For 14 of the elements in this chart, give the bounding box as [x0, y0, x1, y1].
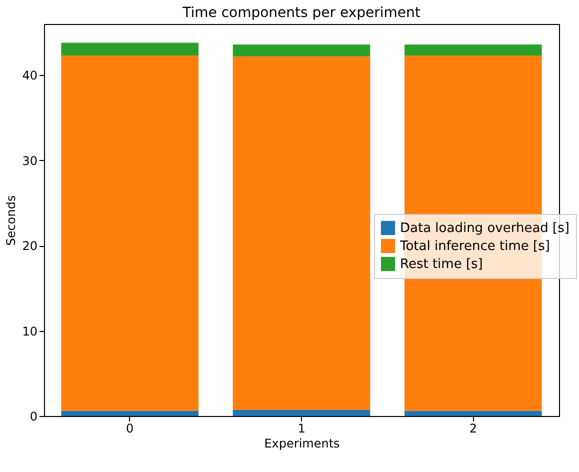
y-tick-label: 30	[22, 154, 38, 168]
y-tick-label: 20	[22, 239, 38, 254]
legend-label: Data loading overhead [s]	[400, 221, 570, 236]
x-tick-label: 0	[126, 422, 134, 436]
y-tick-label: 0	[30, 410, 38, 424]
y-tick-label: 40	[22, 68, 38, 83]
y-tick-label: 10	[22, 324, 38, 338]
chart-title: Time components per experiment	[182, 5, 421, 21]
x-tick-label: 2	[469, 422, 477, 436]
x-tick-label: 1	[298, 422, 306, 436]
legend-label: Total inference time [s]	[399, 239, 550, 254]
y-axis-title: Seconds	[4, 195, 18, 246]
x-axis-title: Experiments	[264, 436, 340, 450]
legend-label: Rest time [s]	[400, 257, 483, 272]
